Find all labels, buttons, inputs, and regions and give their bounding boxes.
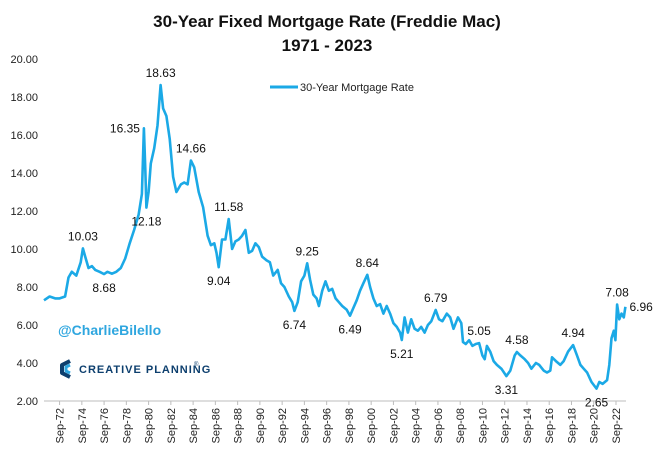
data-label: 5.05: [467, 324, 491, 338]
data-label: 10.03: [68, 229, 98, 243]
x-tick-label: Sep-06: [433, 408, 445, 443]
creative-planning-mark-icon: [60, 359, 71, 379]
x-tick-label: Sep-12: [500, 408, 512, 443]
x-tick-label: Sep-20: [589, 408, 601, 443]
data-label: 5.21: [390, 347, 414, 361]
y-tick-label: 16.00: [10, 130, 38, 142]
x-tick-label: Sep-98: [344, 408, 356, 443]
data-label: 9.04: [207, 274, 231, 288]
y-tick-label: 20.00: [10, 54, 38, 66]
x-tick-label: Sep-14: [522, 408, 534, 443]
x-tick-label: Sep-84: [188, 408, 200, 443]
x-axis: Sep-72 Sep-74 Sep-76 Sep-78 Sep-80 Sep-82 Sep-…: [55, 401, 623, 443]
y-tick-label: 18.00: [10, 92, 38, 104]
x-tick-label: Sep-76: [99, 408, 111, 443]
data-label: 12.18: [131, 215, 161, 229]
data-label: 8.68: [92, 281, 116, 295]
chart-title: 30-Year Fixed Mortgage Rate (Freddie Mac…: [153, 12, 501, 31]
y-tick-label: 2.00: [17, 396, 38, 408]
x-tick-label: Sep-82: [166, 408, 178, 443]
author-handle: @CharlieBilello: [58, 322, 161, 338]
data-label: 6.74: [283, 318, 307, 332]
data-label: 18.63: [146, 66, 176, 80]
x-tick-label: Sep-88: [233, 408, 245, 443]
x-tick-label: Sep-78: [121, 408, 133, 443]
company-name: CREATIVE PLANNING: [79, 364, 211, 376]
data-label: 3.31: [495, 383, 519, 397]
legend: 30-Year Mortgage Rate: [270, 82, 414, 94]
y-tick-label: 12.00: [10, 206, 38, 218]
x-tick-label: Sep-94: [299, 408, 311, 443]
y-tick-label: 14.00: [10, 168, 38, 180]
x-tick-label: Sep-96: [322, 408, 334, 443]
x-tick-label: Sep-90: [255, 408, 267, 443]
x-tick-label: Sep-16: [544, 408, 556, 443]
y-tick-label: 6.00: [17, 320, 38, 332]
data-label: 4.94: [561, 326, 585, 340]
y-tick-label: 4.00: [17, 358, 38, 370]
chart-subtitle: 1971 - 2023: [282, 36, 373, 55]
y-axis: 2.00 4.00 6.00 8.00 10.00 12.00 14.00 16.00 18.0…: [10, 54, 38, 408]
data-label: 8.64: [356, 256, 380, 270]
x-tick-label: Sep-10: [477, 408, 489, 443]
x-tick-label: Sep-72: [55, 408, 67, 443]
data-label: 6.79: [424, 291, 448, 305]
trademark-symbol: ®: [194, 361, 199, 368]
data-label: 2.65: [585, 396, 609, 410]
data-label: 11.58: [214, 200, 243, 214]
x-tick-label: Sep-02: [388, 408, 400, 443]
x-tick-label: Sep-22: [611, 408, 623, 443]
creative-planning-logo: CREATIVE PLANNING ®: [60, 359, 211, 379]
legend-label: 30-Year Mortgage Rate: [300, 82, 414, 94]
data-label: 6.96: [629, 300, 653, 314]
x-tick-label: Sep-08: [455, 408, 467, 443]
data-label: 7.08: [605, 285, 629, 299]
x-tick-label: Sep-80: [144, 408, 156, 443]
y-tick-label: 8.00: [17, 282, 38, 294]
x-tick-label: Sep-74: [77, 408, 89, 443]
data-label: 16.35: [110, 121, 140, 135]
x-tick-label: Sep-86: [210, 408, 222, 443]
data-label: 6.49: [338, 323, 362, 337]
x-tick-label: Sep-04: [411, 408, 423, 443]
series-group: [43, 83, 627, 390]
data-label: 9.25: [296, 244, 320, 258]
data-label: 4.58: [505, 333, 529, 347]
data-label: 14.66: [176, 141, 206, 155]
series-line: [43, 83, 627, 390]
x-tick-label: Sep-18: [566, 408, 578, 443]
y-tick-label: 10.00: [10, 244, 38, 256]
data-labels: 10.03 8.68 16.35 12.18 18.63 14.66 9.04 11.58 6.…: [68, 66, 653, 410]
x-tick-label: Sep-00: [366, 408, 378, 443]
x-tick-label: Sep-92: [277, 408, 289, 443]
